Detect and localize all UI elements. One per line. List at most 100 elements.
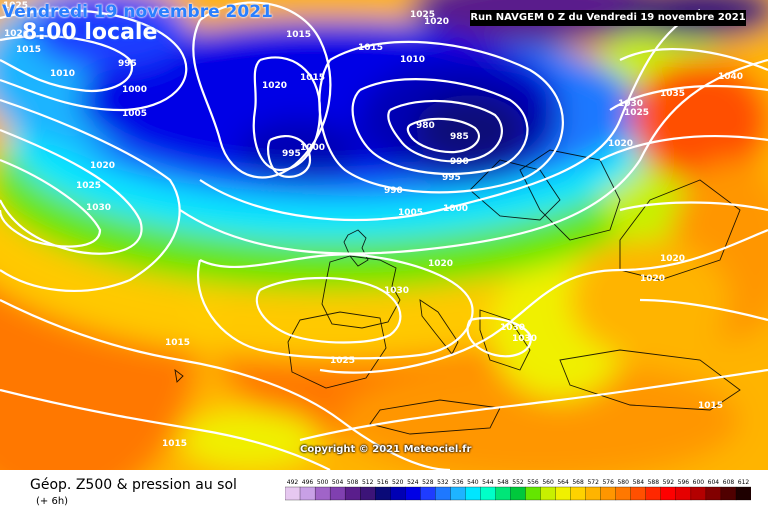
legend-swatch <box>645 486 662 501</box>
legend-swatch <box>480 486 496 501</box>
legend-swatch <box>720 486 737 501</box>
legend-swatch <box>510 486 526 501</box>
legend-tick-label: 568 <box>572 479 584 486</box>
legend-swatch <box>344 486 361 501</box>
legend-tick-label: 552 <box>512 479 524 486</box>
legend-tick-label: 560 <box>542 479 554 486</box>
legend-swatch <box>390 486 406 501</box>
legend-swatch <box>450 486 466 501</box>
legend-tick-label: 596 <box>678 479 690 486</box>
isobar-label: 1020 <box>428 259 453 269</box>
isobar-label: 1020 <box>640 274 665 284</box>
legend-tick-label: 608 <box>723 479 735 486</box>
legend-swatch <box>630 486 647 501</box>
legend-tick-label: 612 <box>738 479 750 486</box>
legend-tick-label: 516 <box>377 479 389 486</box>
legend-swatch <box>600 486 617 501</box>
legend-tick-label: 504 <box>332 479 344 486</box>
legend-tick-label: 528 <box>422 479 434 486</box>
legend-swatch <box>660 486 677 501</box>
isobar-label: 1020 <box>660 254 685 264</box>
isobar-label: 1030 <box>500 323 525 333</box>
coastlines <box>174 149 741 435</box>
legend-tick-label: 540 <box>467 479 479 486</box>
isobar-label: 1015 <box>698 401 723 411</box>
legend-tick-label: 524 <box>407 479 419 486</box>
legend-tick-label: 496 <box>302 479 314 486</box>
legend-swatch <box>555 486 572 501</box>
legend-tick-label: 580 <box>617 479 629 486</box>
legend-swatch <box>360 486 376 501</box>
legend-tick-label: 544 <box>482 479 494 486</box>
isobar-label: 995 <box>442 173 461 183</box>
legend-swatch <box>705 486 722 501</box>
isobar-label: 1020 <box>90 161 115 171</box>
geopotential-field <box>0 0 768 470</box>
legend-tick-label: 576 <box>602 479 614 486</box>
product-title: Géop. Z500 & pression au sol <box>30 477 237 493</box>
isobar-label: 1030 <box>86 203 111 213</box>
legend-swatch <box>435 486 451 501</box>
legend-tick-label: 508 <box>347 479 359 486</box>
isobar-label: 1020 <box>262 81 287 91</box>
isobar-label: 1005 <box>122 109 147 119</box>
legend-tick-label: 512 <box>362 479 374 486</box>
legend-swatch <box>585 486 602 501</box>
legend-swatch <box>285 486 301 501</box>
forecast-map: 1025 1020 995 1010 1000 1005 1020 1025 1030 1015 1… <box>0 0 768 470</box>
legend-tick-label: 532 <box>437 479 449 486</box>
legend-swatch <box>405 486 421 501</box>
isobar-label: 1010 <box>50 69 75 79</box>
run-info-banner: Run NAVGEM 0 Z du Vendredi 19 novembre 2… <box>470 10 746 26</box>
isobar-label: 1025 <box>3 1 28 11</box>
isobar-label: 990 <box>450 157 469 167</box>
legend-tick-label: 564 <box>557 479 569 486</box>
isobar-label: 1020 <box>4 29 29 39</box>
isobar-label: 1035 <box>660 89 685 99</box>
legend-tick-label: 556 <box>527 479 539 486</box>
isobar-label: 1005 <box>398 208 423 218</box>
legend-tick-label: 492 <box>287 479 299 486</box>
isobar-label: 980 <box>416 121 435 131</box>
legend-tick-label: 604 <box>708 479 720 486</box>
legend-swatch <box>299 486 316 501</box>
legend-tick-label: 536 <box>452 479 464 486</box>
legend-tick-label: 592 <box>663 479 675 486</box>
isobar-label: 1015 <box>162 439 187 449</box>
isobar-label: 1025 <box>76 181 101 191</box>
isobar-label: 1030 <box>618 99 643 109</box>
legend-swatch <box>540 486 556 501</box>
local-time-title: 8:00 locale <box>22 20 158 45</box>
legend-swatch <box>465 486 481 501</box>
legend-swatch <box>675 486 692 501</box>
isobar-label: 995 <box>118 59 137 69</box>
legend-swatch <box>314 486 331 501</box>
legend-swatch <box>570 486 587 501</box>
isobar-label: 1010 <box>400 55 425 65</box>
isobar-label: 1000 <box>122 85 147 95</box>
legend-footer: Géop. Z500 & pression au sol (+ 6h) 492 4… <box>0 470 768 512</box>
forecast-step: (+ 6h) <box>36 496 69 507</box>
legend-tick-label: 500 <box>317 479 329 486</box>
legend-swatch <box>495 486 511 501</box>
isobar-label: 985 <box>450 132 469 142</box>
legend-tick-label: 600 <box>693 479 705 486</box>
date-title: Vendredi 19 novembre 2021 <box>2 2 273 22</box>
legend-swatch <box>735 486 751 501</box>
copyright-notice: Copyright © 2021 Meteociel.fr <box>300 444 472 455</box>
legend-swatch <box>329 486 346 501</box>
isobar-label: 990 <box>384 186 403 196</box>
isobar-label: 1015 <box>165 338 190 348</box>
isobar-label: 1025 <box>410 10 435 20</box>
isobar-label: 1040 <box>718 72 743 82</box>
isobar-label: 995 <box>282 149 301 159</box>
isobar-label: 1025 <box>330 356 355 366</box>
isobar-label: 1020 <box>608 139 633 149</box>
legend-tick-label: 548 <box>497 479 509 486</box>
isobar-label: 1015 <box>300 73 325 83</box>
isobar-label: 1030 <box>384 286 409 296</box>
isobars <box>0 1 768 470</box>
legend-tick-label: 520 <box>392 479 404 486</box>
legend-swatch <box>615 486 632 501</box>
legend-swatch <box>420 486 436 501</box>
